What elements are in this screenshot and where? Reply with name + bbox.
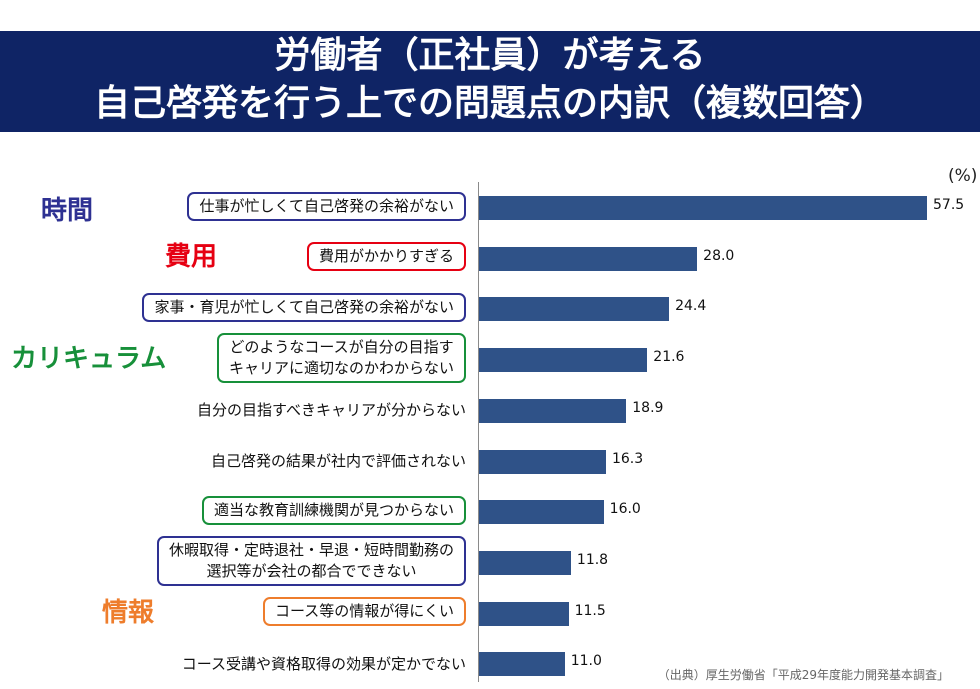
bar <box>479 348 648 373</box>
category-label-line: コース等の情報が得にくい <box>275 602 454 621</box>
source-note: （出典）厚生労働省「平成29年度能力開発基本調査」 <box>657 668 949 682</box>
category-label: 自分の目指すべきキャリアが分からない <box>197 400 466 421</box>
category-curriculum: カリキュラム <box>11 344 167 374</box>
bar <box>479 246 698 271</box>
value-label: 28.0 <box>703 247 735 264</box>
bar <box>479 601 569 626</box>
category-time: 時間 <box>41 196 94 226</box>
category-label: 仕事が忙しくて自己啓発の余裕がない <box>187 191 466 221</box>
title-banner: 労働者（正社員）が考える 自己啓発を行う上での問題点の内訳（複数回答） <box>0 31 980 132</box>
category-label-line: 自分の目指すべきキャリアが分からない <box>197 401 466 420</box>
category-label-line: どのようなコースが自分の目指す <box>229 338 454 357</box>
category-label: コース等の情報が得にくい <box>263 597 466 627</box>
bar <box>479 196 927 220</box>
y-axis-line <box>478 182 479 682</box>
category-label-line: 家事・育児が忙しくて自己啓発の余裕がない <box>154 297 454 316</box>
value-label: 16.3 <box>611 450 644 467</box>
category-label: コース受講や資格取得の効果が定かでない <box>182 654 466 675</box>
bar <box>479 500 604 525</box>
category-label-line: キャリアに適切なのかわからない <box>228 359 454 378</box>
title-line-2: 自己啓発を行う上での問題点の内訳（複数回答） <box>93 83 886 124</box>
category-label-line: 仕事が忙しくて自己啓発の余裕がない <box>199 196 454 215</box>
value-label: 21.6 <box>653 349 685 366</box>
category-label-line: 自己啓発の結果が社内で評価されない <box>210 452 466 470</box>
bar <box>479 398 627 423</box>
value-label: 57.5 <box>933 197 965 213</box>
category-label: どのようなコースが自分の目指す キャリアに適切なのかわからない <box>216 333 466 384</box>
category-label-line: 費用がかかりすぎる <box>318 247 454 266</box>
category-label-line: 休暇取得・定時退社・早退・短時間勤務の <box>168 540 454 559</box>
category-label-line: 適当な教育訓練機関が見つからない <box>213 500 454 519</box>
category-label: 家事・育児が忙しくて自己啓発の余裕がない <box>142 292 466 322</box>
category-label: 休暇取得・定時退社・早退・短時間勤務の 選択等が会社の都合でできない <box>156 535 466 586</box>
value-label: 11.8 <box>576 551 609 568</box>
unit-label: (%) <box>948 166 978 186</box>
category-label: 適当な教育訓練機関が見つからない <box>201 495 466 525</box>
title-line-1: 労働者（正社員）が考える <box>274 35 706 76</box>
bar <box>479 652 565 677</box>
category-label-line: コース受講や資格取得の効果が定かでない <box>181 654 466 673</box>
category-information: 情報 <box>102 598 155 628</box>
category-label-line: 選択等が会社の都合でできない <box>206 561 417 580</box>
bar <box>479 449 606 474</box>
category-cost: 費用 <box>165 242 218 272</box>
bar <box>479 297 670 322</box>
value-label: 11.0 <box>570 653 602 670</box>
category-label: 自己啓発の結果が社内で評価されない <box>211 451 466 472</box>
value-label: 24.4 <box>675 298 707 315</box>
value-label: 18.9 <box>632 399 664 416</box>
value-label: 16.0 <box>609 501 641 518</box>
value-label: 11.5 <box>574 602 606 619</box>
bar <box>479 550 571 575</box>
category-label: 費用がかかりすぎる <box>306 242 466 272</box>
